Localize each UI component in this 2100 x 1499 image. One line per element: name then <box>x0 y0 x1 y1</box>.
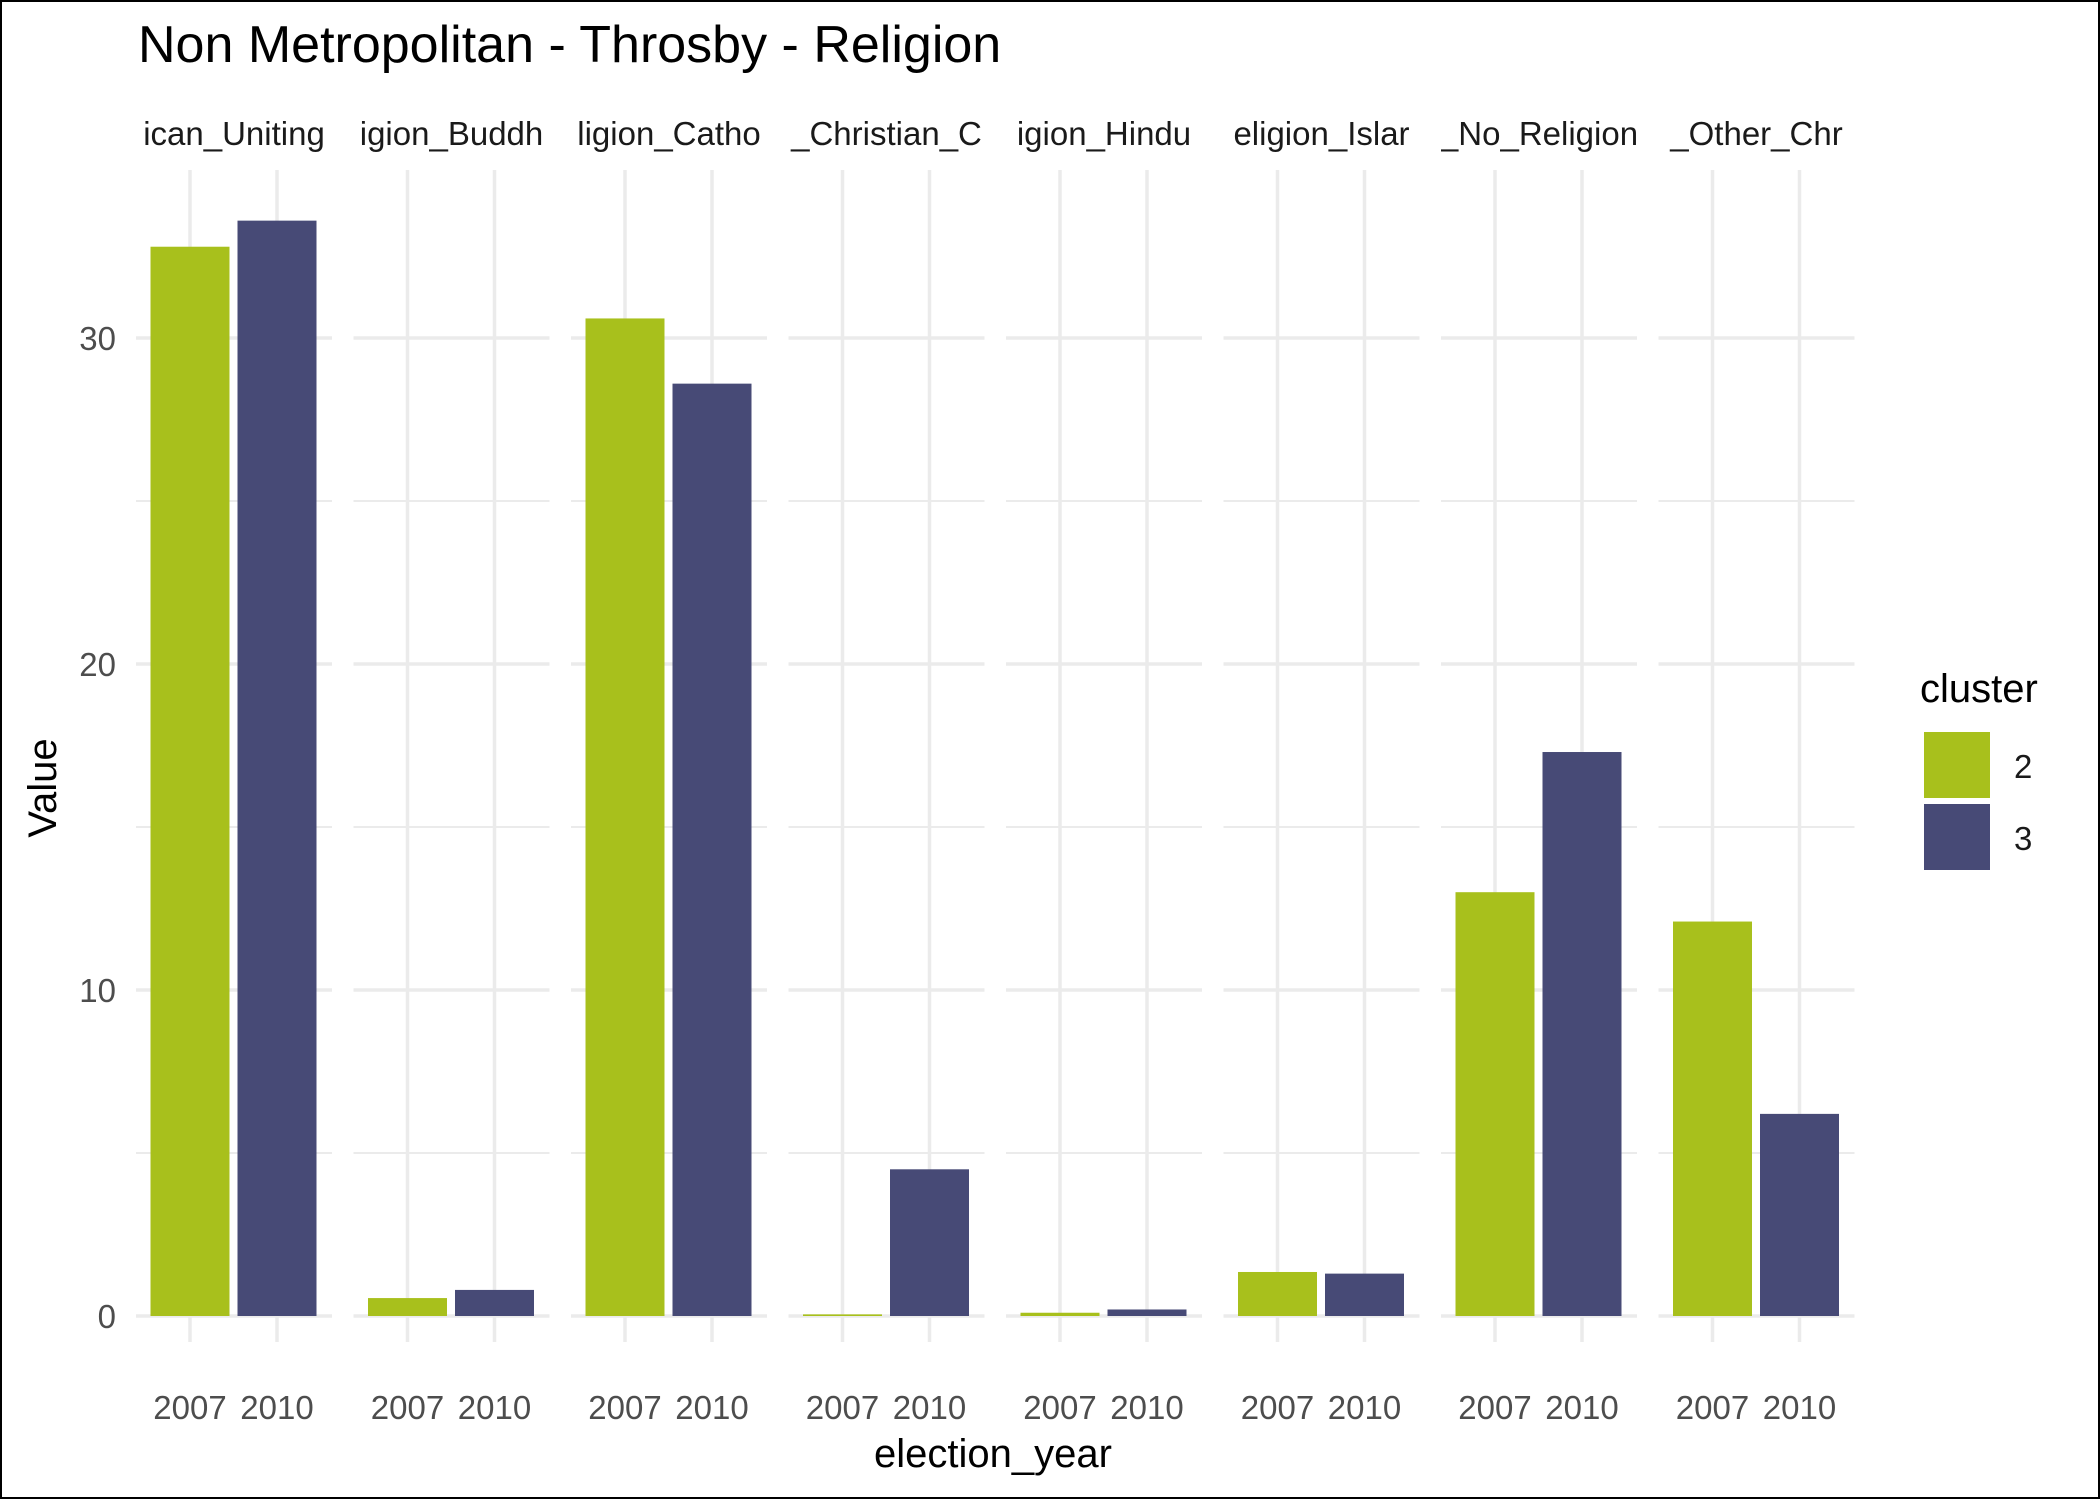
bar-series-2 <box>150 246 230 1317</box>
facet-strip-label: igion_Hindu <box>1017 115 1191 152</box>
bar-series-2 <box>1455 892 1535 1316</box>
legend-label: 3 <box>2014 820 2032 857</box>
y-axis: 0 10 20 30 <box>79 320 116 1335</box>
facet-strip-label: ican_Uniting <box>143 115 325 152</box>
x-tick-label: 2007 <box>1023 1389 1096 1426</box>
x-tick-label: 2007 <box>1676 1389 1749 1426</box>
x-tick-label: 2010 <box>1763 1389 1836 1426</box>
bar-series-2 <box>368 1298 447 1316</box>
x-tick-label: 2007 <box>1458 1389 1531 1426</box>
bar-series-3 <box>672 383 752 1316</box>
bar-series-3 <box>1542 752 1622 1316</box>
x-tick-label: 2010 <box>675 1389 748 1426</box>
x-tick-label: 2010 <box>240 1389 313 1426</box>
facet-strip-label: eligion_Islar <box>1233 115 1409 152</box>
x-tick-label: 2010 <box>893 1389 966 1426</box>
bar-series-3 <box>1325 1273 1404 1316</box>
y-tick-label: 0 <box>98 1298 116 1335</box>
x-tick-label: 2010 <box>1110 1389 1183 1426</box>
y-tick-label: 10 <box>79 972 116 1009</box>
facet-panel: _No_Religion 2007 2010 <box>1439 115 1638 1426</box>
x-tick-label: 2010 <box>1545 1389 1618 1426</box>
bar-series-3 <box>1760 1113 1839 1316</box>
facet-panel: ican_Uniting 2007 2010 <box>136 115 332 1426</box>
bar-series-3 <box>890 1169 969 1316</box>
x-tick-label: 2010 <box>1328 1389 1401 1426</box>
x-tick-label: 2007 <box>588 1389 661 1426</box>
bar-series-2 <box>1020 1312 1100 1316</box>
facet-panel: igion_Buddh 2007 2010 <box>353 115 550 1426</box>
facet-strip-label: ligion_Catho <box>577 115 760 152</box>
x-tick-label: 2007 <box>1241 1389 1314 1426</box>
facet-panel: _Other_Chr 2007 2010 <box>1658 115 1855 1426</box>
bar-series-2 <box>803 1314 882 1316</box>
legend-label: 2 <box>2014 748 2032 785</box>
bar-series-2 <box>1238 1271 1317 1316</box>
x-tick-label: 2007 <box>371 1389 444 1426</box>
facet-panel: ligion_Catho 2007 2010 <box>571 115 767 1426</box>
facet-panel: _Christian_C 2007 2010 <box>788 115 985 1426</box>
y-tick-label: 20 <box>79 646 116 683</box>
x-axis-title: election_year <box>874 1432 1112 1476</box>
bar-series-2 <box>585 318 665 1316</box>
bar-series-3 <box>1107 1309 1187 1316</box>
legend-key-swatch <box>1924 732 1990 798</box>
bar-series-3 <box>237 220 317 1316</box>
legend-title: cluster <box>1920 667 2038 711</box>
facet-panel: eligion_Islar 2007 2010 <box>1223 115 1420 1426</box>
facet-strip-label: _Other_Chr <box>1669 115 1842 152</box>
y-axis-title: Value <box>21 738 65 837</box>
x-tick-label: 2007 <box>153 1389 226 1426</box>
chart-title: Non Metropolitan - Throsby - Religion <box>138 16 1001 74</box>
legend: cluster 2 3 <box>1920 667 2038 870</box>
x-tick-label: 2010 <box>458 1389 531 1426</box>
legend-key-swatch <box>1924 804 1990 870</box>
x-tick-label: 2007 <box>806 1389 879 1426</box>
facet-strip-label: igion_Buddh <box>360 115 544 152</box>
facet-panel: igion_Hindu 2007 2010 <box>1006 115 1202 1426</box>
y-tick-label: 30 <box>79 320 116 357</box>
facet-strip-label: _No_Religion <box>1439 115 1638 152</box>
bar-series-3 <box>455 1289 534 1316</box>
facet-strip-label: _Christian_C <box>790 115 982 152</box>
bar-series-2 <box>1673 921 1752 1316</box>
